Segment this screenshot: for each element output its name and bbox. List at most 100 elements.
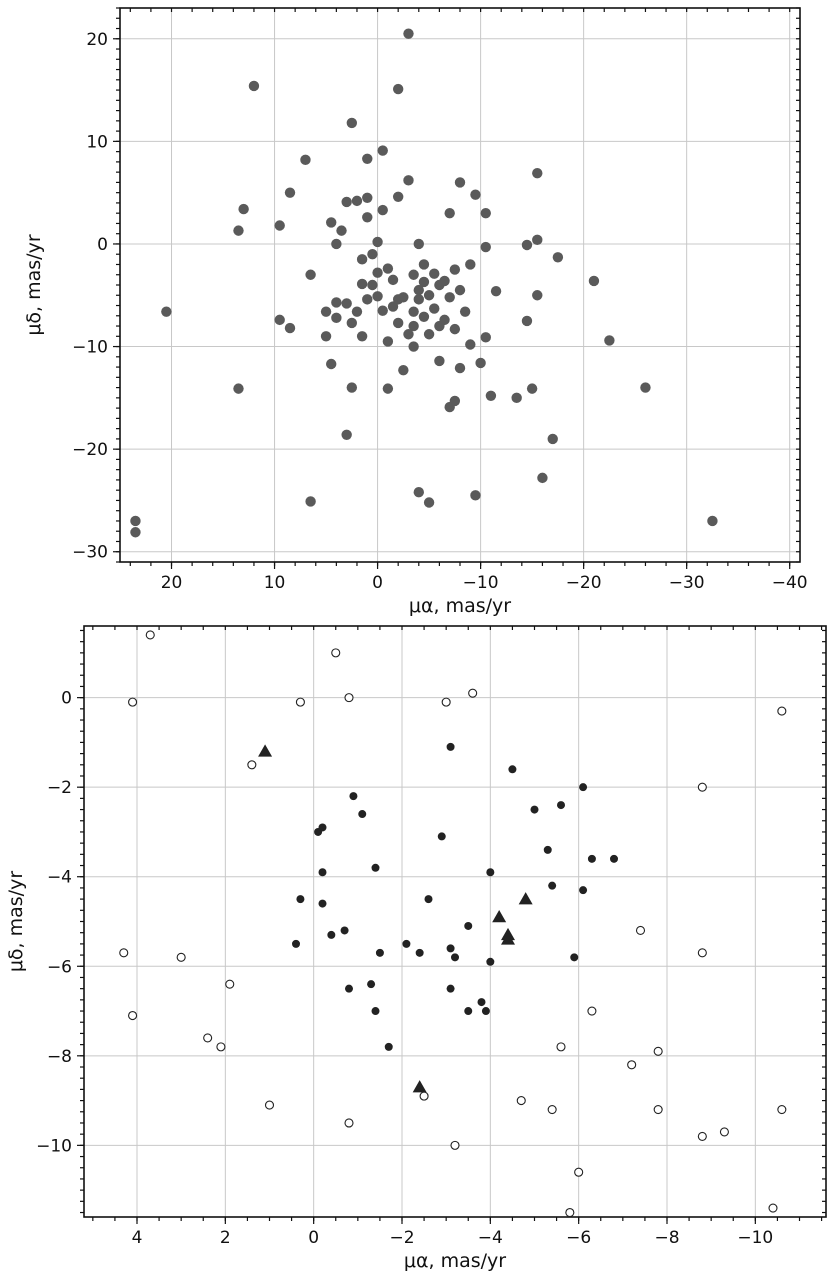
data-point: [418, 276, 430, 288]
data-point-open: [295, 697, 305, 707]
data-point: [579, 783, 588, 792]
data-point-open: [697, 948, 707, 958]
data-point: [233, 225, 244, 236]
x-tick-label: −10: [737, 1228, 773, 1248]
x-tick-label: −2: [389, 1228, 414, 1248]
data-point-open: [441, 697, 451, 707]
data-point: [587, 854, 596, 863]
plot-frame: [83, 625, 827, 1218]
data-point-open: [331, 648, 341, 658]
data-point-open: [119, 948, 129, 958]
data-point: [459, 306, 471, 317]
data-point: [490, 285, 502, 297]
data-point: [548, 881, 557, 890]
data-point: [233, 383, 244, 394]
data-point: [413, 238, 424, 250]
data-point: [300, 154, 311, 166]
data-point: [446, 984, 455, 993]
data-point: [543, 845, 552, 854]
data-point: [340, 926, 349, 935]
data-point: [532, 167, 543, 179]
data-point: [454, 362, 466, 374]
data-point: [477, 998, 486, 1007]
data-point: [130, 527, 141, 538]
data-point: [444, 292, 455, 303]
x-tick-label: 10: [264, 573, 286, 593]
data-point: [449, 264, 461, 275]
data-point: [446, 944, 455, 953]
data-point: [434, 355, 445, 367]
data-point: [377, 305, 388, 316]
data-point: [326, 217, 337, 228]
data-point: [372, 236, 383, 248]
data-point-open: [574, 1167, 584, 1177]
series-filled-circle: [130, 28, 718, 538]
data-point: [346, 317, 358, 329]
data-point-open: [176, 952, 186, 962]
data-point: [403, 175, 414, 186]
data-point: [238, 203, 249, 215]
data-point: [349, 792, 358, 801]
data-point: [588, 275, 600, 287]
data-point: [314, 827, 323, 836]
data-point-open: [768, 1203, 778, 1213]
data-point: [464, 921, 473, 930]
data-point: [449, 395, 461, 407]
data-point-open: [468, 688, 478, 698]
data-point: [356, 278, 368, 290]
data-point: [429, 303, 440, 314]
data-point: [475, 357, 486, 369]
data-point-open: [145, 630, 155, 640]
data-point-open: [777, 1104, 787, 1115]
data-point: [382, 263, 394, 274]
x-tick-label: −4: [478, 1228, 503, 1248]
data-point: [707, 515, 718, 527]
data-point: [336, 225, 347, 236]
data-point: [413, 487, 424, 498]
series-filled-circle: [292, 742, 618, 1051]
y-tick-label: −2: [47, 778, 72, 798]
y-tick-label: −20: [72, 440, 108, 460]
plot-frame: [119, 7, 801, 563]
data-point: [439, 275, 450, 287]
data-point: [402, 939, 411, 948]
data-point: [508, 765, 517, 774]
data-point: [511, 392, 522, 404]
data-point-triangle: [518, 892, 533, 905]
data-point: [570, 953, 579, 962]
data-point: [326, 358, 337, 370]
data-point: [382, 383, 394, 394]
y-tick-label: −10: [72, 338, 108, 358]
data-point: [351, 195, 363, 207]
y-tick-label: −8: [47, 1047, 72, 1067]
data-point: [552, 252, 564, 263]
data-point-open: [516, 1096, 526, 1106]
data-point: [362, 212, 373, 223]
data-point: [161, 306, 172, 317]
data-point: [465, 259, 476, 270]
data-point: [377, 145, 388, 156]
data-point: [296, 895, 305, 904]
y-tick-label: 20: [86, 30, 108, 50]
data-point: [526, 383, 538, 394]
data-point-open: [128, 1010, 138, 1021]
data-point: [372, 267, 383, 278]
data-point: [356, 254, 368, 265]
data-point: [403, 329, 414, 340]
data-point: [351, 306, 363, 317]
x-tick-label: 20: [161, 573, 183, 593]
data-point: [387, 301, 399, 312]
data-point-open: [719, 1127, 729, 1137]
data-point-open: [247, 760, 257, 770]
data-point: [341, 429, 352, 440]
data-point-open: [344, 1118, 354, 1128]
x-tick-label: −6: [566, 1228, 591, 1248]
data-point: [346, 117, 358, 129]
data-point-open: [697, 1131, 707, 1141]
data-point: [341, 196, 352, 208]
data-point: [532, 290, 543, 301]
data-point: [521, 239, 533, 251]
data-point-open: [264, 1100, 275, 1110]
data-point: [423, 329, 435, 340]
data-point: [248, 80, 260, 92]
